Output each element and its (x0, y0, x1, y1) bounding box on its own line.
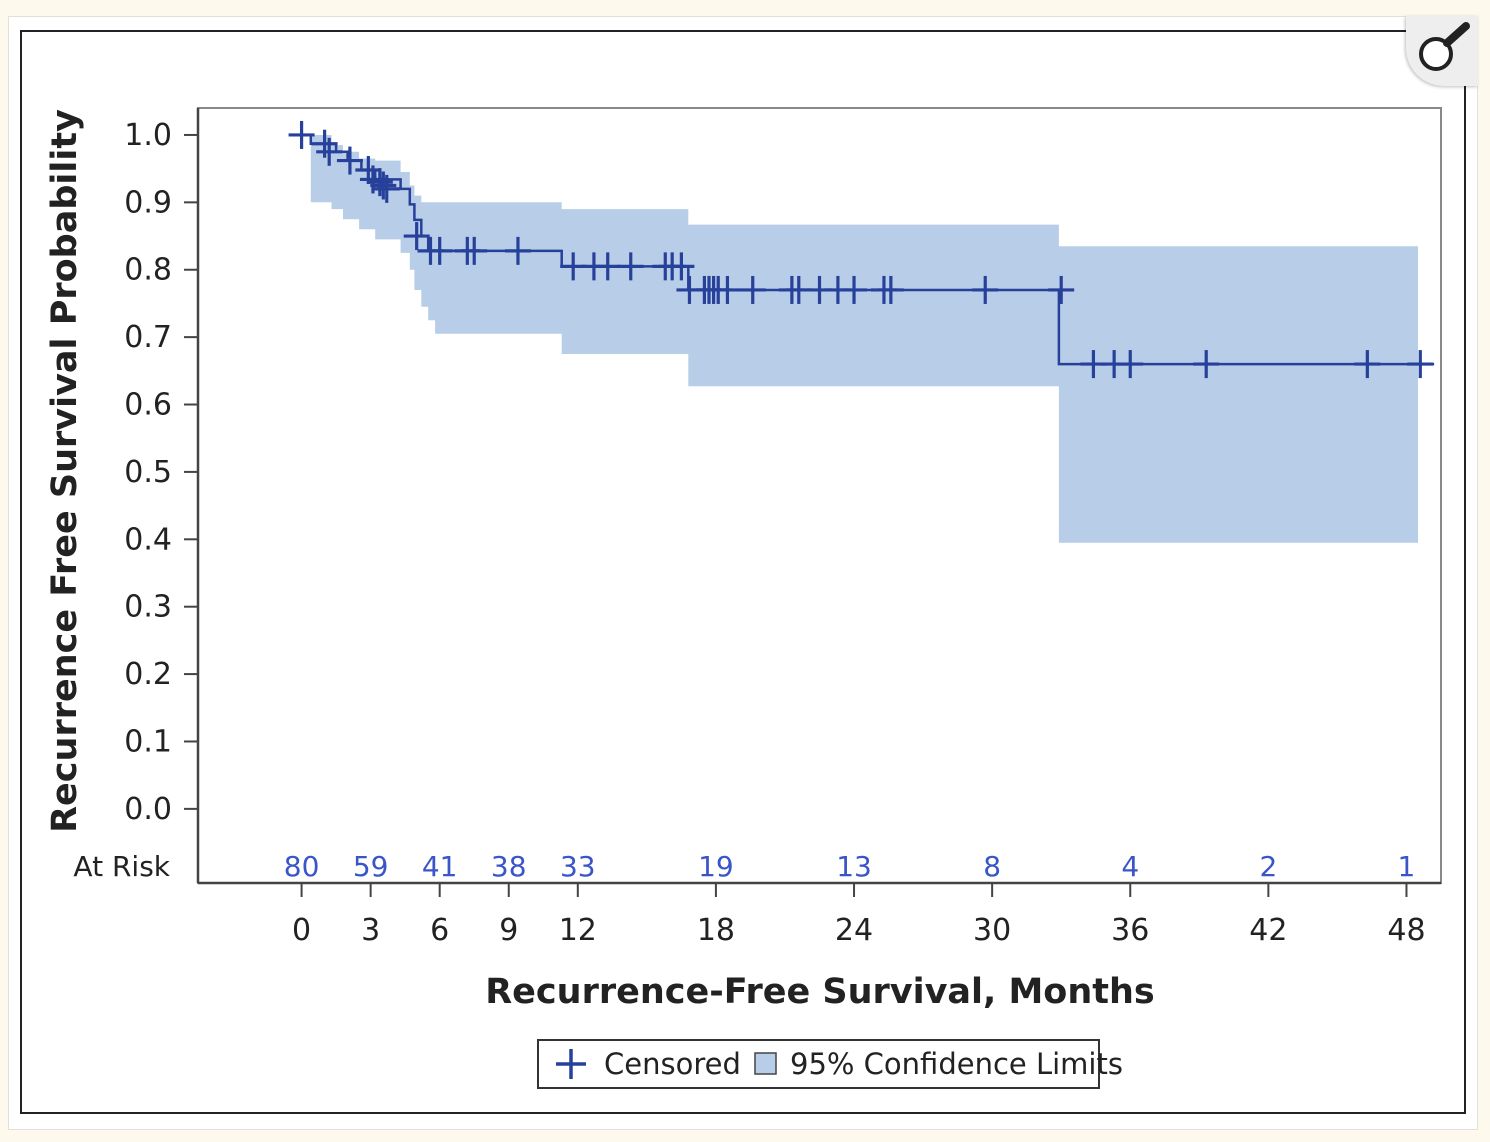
y-tick-label: 0.1 (124, 724, 172, 759)
x-tick-label: 6 (430, 913, 449, 948)
y-tick-label: 0.0 (124, 792, 172, 827)
y-tick-label: 0.3 (124, 590, 172, 625)
censored-mark (403, 222, 430, 251)
censored-mark (370, 171, 397, 200)
censored-mark (373, 174, 400, 203)
censored-mark (1193, 350, 1220, 379)
censored-mark (1048, 275, 1075, 304)
censored-mark (504, 236, 531, 265)
x-tick-label: 30 (973, 913, 1011, 948)
censored-mark (461, 236, 488, 265)
x-tick-label: 48 (1387, 913, 1425, 948)
at-risk-count: 33 (560, 850, 596, 883)
y-tick-label: 0.7 (124, 320, 172, 355)
y-tick-label: 0.6 (124, 388, 172, 423)
figure-frame (20, 30, 1466, 1114)
at-risk-row: At Risk 80 59 41 38 33 19 13 8 4 2 1 (73, 850, 1415, 883)
x-tick-label: 18 (697, 913, 735, 948)
y-tick-label: 0.2 (124, 657, 172, 692)
censored-mark (1354, 350, 1381, 379)
censored-marks-group (288, 120, 1434, 379)
at-risk-count: 2 (1259, 850, 1277, 883)
censored-mark (594, 252, 621, 281)
legend-frame (537, 1039, 1100, 1089)
at-risk-count: 19 (698, 850, 734, 883)
y-tick-label: 0.4 (124, 522, 172, 557)
axes-group: 0.00.10.20.30.40.50.60.70.80.91.00 3 6 9 12 1… (124, 107, 1442, 948)
legend: Censored 95% Confidence Limits (537, 1039, 1123, 1089)
censored-mark (366, 168, 393, 197)
x-tick-label: 24 (835, 913, 873, 948)
confidence-band-group (310, 135, 1418, 543)
x-tick-label: 36 (1111, 913, 1149, 948)
censored-mark (841, 275, 868, 304)
confidence-band (310, 135, 1418, 543)
x-tick-label: 9 (499, 913, 518, 948)
censored-mark (877, 275, 904, 304)
y-axis-title: Recurrence Free Survival Probability (45, 109, 85, 833)
legend-band-swatch-icon (754, 1052, 777, 1075)
zoom-button[interactable] (1406, 16, 1478, 86)
y-tick-label: 0.9 (124, 185, 172, 220)
at-risk-count: 8 (983, 850, 1001, 883)
censored-mark (739, 275, 766, 304)
x-tick-label: 0 (292, 913, 311, 948)
at-risk-count: 80 (284, 850, 320, 883)
censored-mark (288, 120, 315, 149)
censored-mark (668, 252, 695, 281)
legend-plus-icon (556, 1049, 586, 1079)
y-tick-label: 1.0 (124, 118, 172, 153)
censored-mark (972, 275, 999, 304)
magnifier-icon (1419, 22, 1470, 71)
x-tick-label: 12 (559, 913, 597, 948)
at-risk-count: 41 (422, 850, 458, 883)
at-risk-count: 1 (1398, 850, 1416, 883)
x-tick-label: 42 (1249, 913, 1287, 948)
censored-mark (1117, 350, 1144, 379)
x-tick-label: 3 (361, 913, 380, 948)
x-axis-title: Recurrence-Free Survival, Months (485, 972, 1155, 1012)
at-risk-count: 38 (491, 850, 527, 883)
censored-mark (426, 236, 453, 265)
at-risk-count: 59 (353, 850, 389, 883)
censored-mark (617, 252, 644, 281)
legend-censored-label: Censored (604, 1047, 741, 1081)
y-tick-label: 0.8 (124, 253, 172, 288)
legend-ci-label: 95% Confidence Limits (790, 1047, 1123, 1081)
at-risk-count: 13 (836, 850, 872, 883)
censored-mark (1407, 350, 1434, 379)
y-tick-label: 0.5 (124, 455, 172, 490)
at-risk-count: 4 (1121, 850, 1139, 883)
censored-mark (359, 165, 386, 194)
censored-mark (336, 146, 363, 175)
at-risk-label: At Risk (73, 850, 170, 883)
censored-mark (714, 275, 741, 304)
censored-mark (316, 137, 343, 166)
